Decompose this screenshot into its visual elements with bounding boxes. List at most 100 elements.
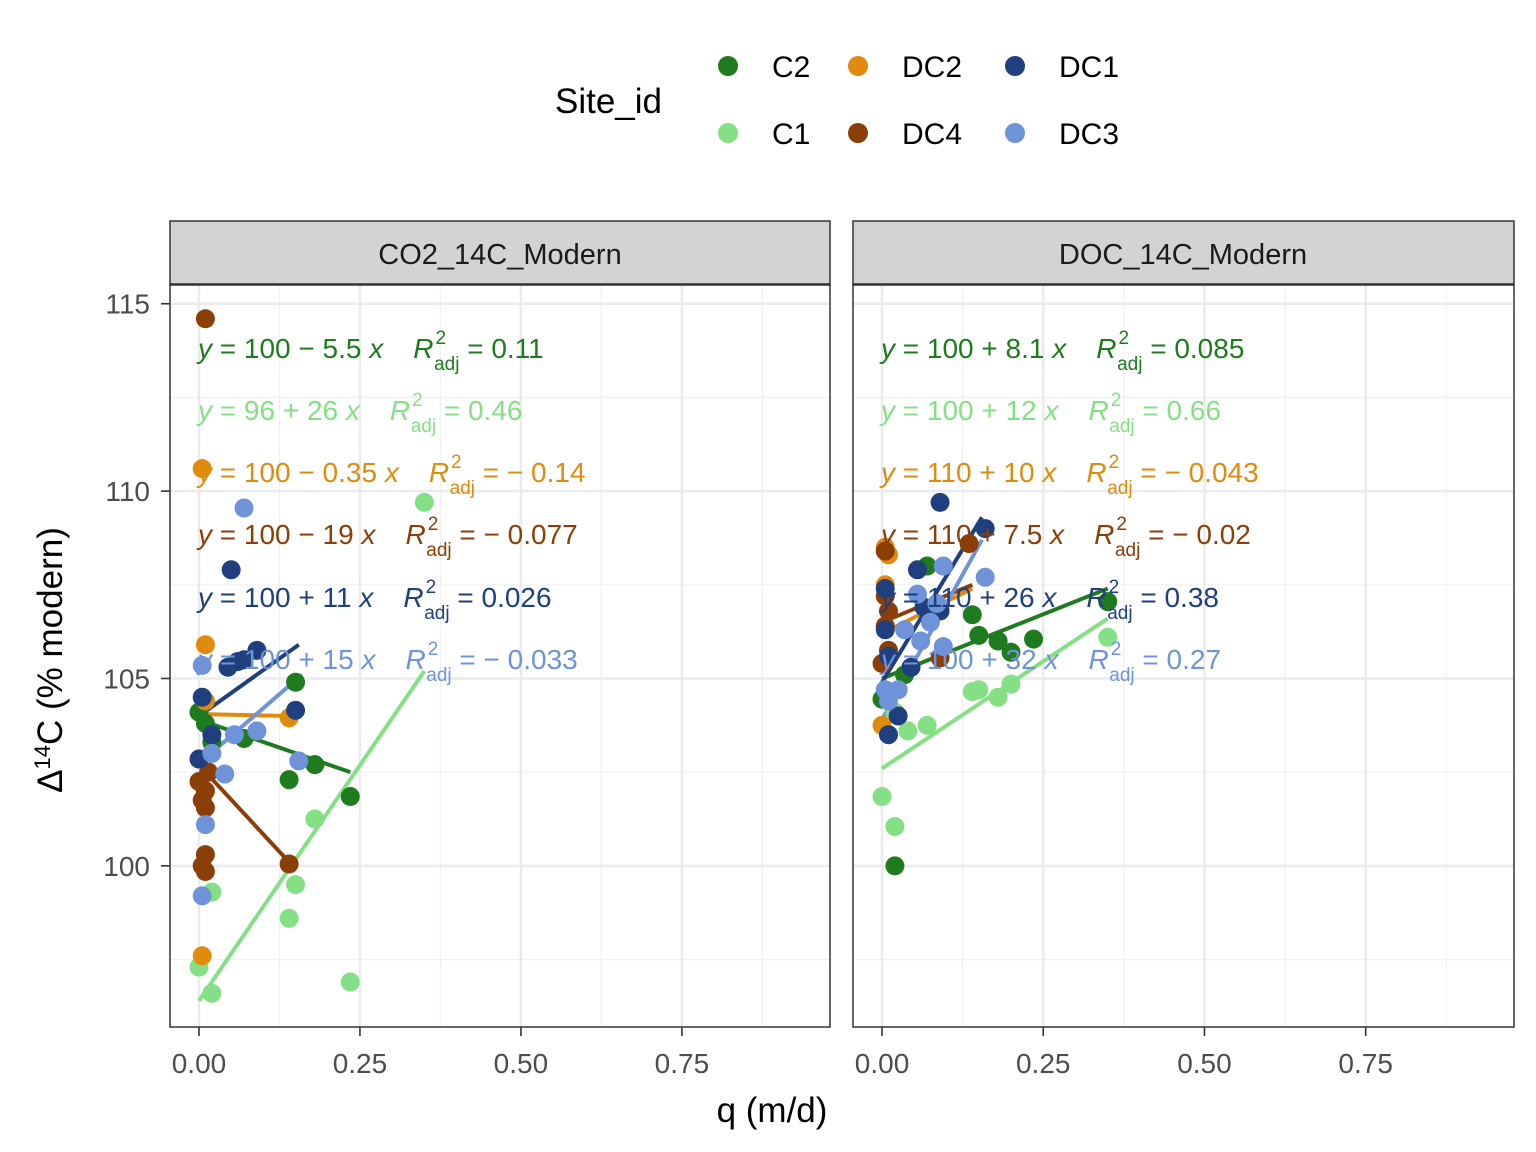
equation-c1-sup: 2 [1111,390,1122,411]
equation-c2-r: R [413,333,433,364]
legend-label-c2: C2 [772,51,810,84]
equation-dc2-rhs: = 100 − 0.35 [212,457,385,488]
equation-c1-r: R [1088,395,1108,426]
legend-label-dc3: DC3 [1059,118,1119,151]
point-dc4 [280,854,299,873]
legend-key-dc1 [1005,56,1025,76]
point-dc1 [879,725,898,744]
point-c1 [341,973,360,992]
legend-key-dc3 [1005,123,1025,143]
equation-dc1-r: R [1086,582,1106,613]
panel-co2: CO2_14C_Modern y = 100 − 5.5 x R 2 adj = 0.… [170,221,830,1027]
point-dc4 [196,781,215,800]
equation-dc3-rhs: = 100 + 15 [212,644,361,675]
equation-c2-val: = 0.11 [459,333,543,364]
point-dc3 [921,613,940,632]
y-tick-label: 100 [103,851,150,882]
equation-dc2-rhs: = 110 + 10 [895,457,1042,488]
panel-doc-title: DOC_14C_Modern [1059,239,1307,271]
y-axis-title-sup: 14 [30,745,55,769]
equation-c2-rhs: = 100 + 8.1 [895,333,1052,364]
equation-dc4-r: R [1094,519,1114,550]
x-tick-label: 0.50 [1177,1048,1232,1079]
equation-dc4-sup: 2 [1116,514,1127,535]
point-dc1 [931,493,950,512]
legend-label-c1: C1 [772,118,810,151]
equation-dc1-r: R [403,582,423,613]
equation-dc4-sup: 2 [428,514,439,535]
x-tick-label: 0.50 [494,1048,549,1079]
point-c1 [885,817,904,836]
point-c2 [280,770,299,789]
equation-c1-val: = 0.66 [1135,395,1221,426]
equation-dc1-sup: 2 [426,577,437,598]
point-dc3 [215,765,234,784]
point-dc1 [876,620,895,639]
legend-key-c1 [718,123,738,143]
point-c2 [885,856,904,875]
equation-dc4-val: = − 0.02 [1140,519,1251,550]
point-c1 [202,984,221,1003]
point-dc3 [193,886,212,905]
panel-co2-title: CO2_14C_Modern [378,239,621,271]
fit-line-dc2 [202,714,289,716]
equation-dc4-rhs: = 110 + 7.5 [895,519,1050,550]
equation-c1-x: x [1042,395,1059,426]
equation-c2-sup: 2 [1118,328,1129,349]
equation-dc2-r: R [1086,457,1106,488]
y-tick-label: 110 [105,476,150,507]
equation-c2-x: x [1050,333,1067,364]
equation-dc2-x: x [383,457,400,488]
legend-title: Site_id [555,82,662,121]
point-dc4 [196,309,215,328]
equation-c1-sup: 2 [412,390,423,411]
equation-dc1-x: x [357,582,374,613]
equation-dc1-sub: adj [1107,603,1132,624]
equation-dc2-sup: 2 [1109,452,1120,473]
equation-dc2-x: x [1040,457,1057,488]
point-dc2 [193,946,212,965]
equation-c2-r: R [1096,333,1116,364]
equation-dc4-sub: adj [426,540,451,561]
x-tick-label: 0.00 [172,1048,227,1079]
equation-dc4-r: R [405,519,425,550]
point-c1 [873,787,892,806]
equation-dc3-sub: adj [426,665,451,686]
point-dc1 [193,688,212,707]
x-tick-label: 0.00 [855,1048,910,1079]
equation-dc3-sup: 2 [1111,639,1122,660]
point-c2 [305,755,324,774]
equation-c1-sub: adj [411,416,436,437]
equation-dc3-rhs: = 100 + 32 [895,644,1044,675]
y-axis-title-rest: C (% modern) [31,527,70,745]
equation-dc1-sub: adj [424,603,449,624]
equation-dc3-x: x [1042,644,1059,675]
point-dc3 [895,620,914,639]
equation-dc4-val: = − 0.077 [452,519,578,550]
point-dc3 [247,721,266,740]
equation-dc2-sub: adj [1107,478,1132,499]
point-dc4 [196,862,215,881]
equation-dc2-val: = − 0.043 [1133,457,1259,488]
legend-key-dc2 [848,56,868,76]
equation-dc3-sup: 2 [428,639,439,660]
equation-c2-rhs: = 100 − 5.5 [212,333,369,364]
equation-dc2-sup: 2 [451,452,462,473]
x-tick-label: 0.75 [1338,1048,1393,1079]
point-dc1 [222,560,241,579]
point-dc3 [889,680,908,699]
point-dc3 [235,498,254,517]
equation-dc4-x: x [359,519,376,550]
equation-dc3-val: = 0.27 [1135,644,1221,675]
y-axis-title-delta: Δ [31,769,70,792]
point-dc3 [934,557,953,576]
equation-dc2-sub: adj [450,478,475,499]
equation-c1-rhs: = 96 + 26 [212,395,346,426]
equation-dc3-val: = − 0.033 [452,644,578,675]
equation-c1-x: x [344,395,361,426]
point-dc1 [908,560,927,579]
equation-dc1-sup: 2 [1109,577,1120,598]
point-dc1 [202,725,221,744]
point-c1 [918,716,937,735]
